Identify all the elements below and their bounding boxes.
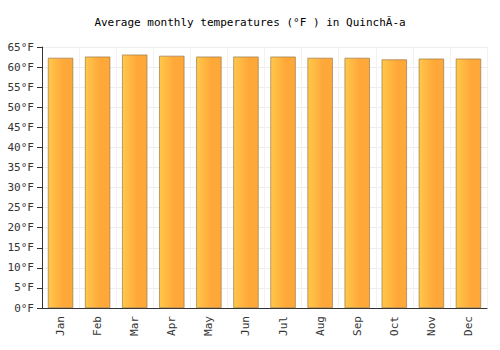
svg-text:Sep: Sep (351, 316, 364, 336)
svg-text:50°F: 50°F (8, 101, 35, 114)
svg-text:5°F: 5°F (14, 281, 34, 294)
svg-text:Aug: Aug (314, 316, 327, 336)
svg-text:Nov: Nov (425, 316, 438, 336)
svg-text:Jan: Jan (54, 316, 67, 336)
svg-text:Feb: Feb (91, 316, 104, 336)
svg-text:May: May (202, 316, 215, 336)
svg-text:Jul: Jul (277, 316, 290, 336)
svg-text:30°F: 30°F (8, 181, 35, 194)
svg-text:10°F: 10°F (8, 261, 35, 274)
svg-text:Mar: Mar (128, 316, 141, 336)
svg-text:65°F: 65°F (8, 41, 35, 54)
svg-text:15°F: 15°F (8, 241, 35, 254)
svg-text:35°F: 35°F (8, 161, 35, 174)
svg-text:20°F: 20°F (8, 221, 35, 234)
svg-text:0°F: 0°F (14, 302, 34, 315)
svg-text:25°F: 25°F (8, 201, 35, 214)
svg-text:40°F: 40°F (8, 141, 35, 154)
svg-text:Jun: Jun (239, 316, 252, 336)
svg-text:Average monthly temperatures (: Average monthly temperatures (°F ) in Qu… (94, 16, 405, 29)
svg-text:Dec: Dec (462, 316, 475, 336)
svg-text:Oct: Oct (388, 316, 401, 336)
svg-text:45°F: 45°F (8, 121, 35, 134)
svg-text:60°F: 60°F (8, 61, 35, 74)
svg-text:55°F: 55°F (8, 81, 35, 94)
svg-text:Apr: Apr (165, 316, 178, 336)
